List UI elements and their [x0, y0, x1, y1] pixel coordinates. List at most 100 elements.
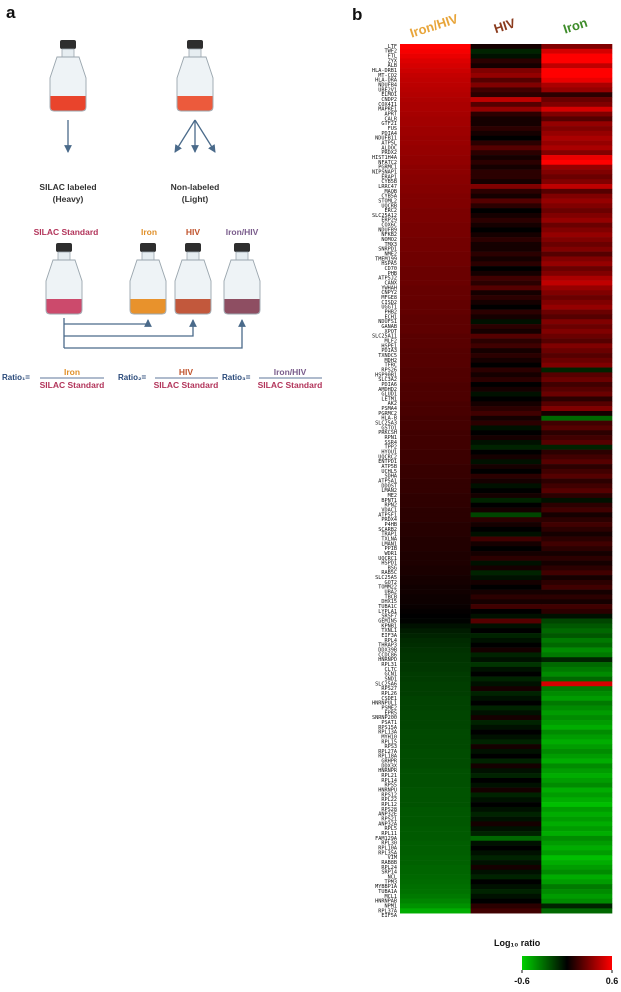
heatmap-cell [541, 353, 613, 359]
heatmap-cell [541, 377, 613, 383]
heatmap-cell [541, 613, 613, 619]
condition-label: HIV [186, 227, 201, 237]
row-label: MT-CO2 [378, 73, 397, 79]
heatmap-cell [541, 121, 613, 127]
heatmap-cell [400, 560, 471, 566]
row-label: ATP5A1 [378, 479, 397, 485]
heatmap-cell [541, 217, 613, 223]
row-label: UGGT1 [381, 305, 397, 311]
heatmap-cell [400, 246, 471, 252]
heatmap-cell [400, 251, 471, 257]
heatmap-cell [470, 266, 542, 272]
heatmap-cell [470, 290, 542, 296]
heatmap-cell [400, 676, 471, 682]
heatmap-cell [541, 483, 613, 489]
row-label: MYH10 [381, 734, 397, 740]
heatmap-cell [470, 97, 542, 103]
heatmap-cell [400, 261, 471, 267]
connector [64, 319, 197, 337]
heatmap-cell [541, 106, 613, 112]
heatmap-cell [400, 874, 471, 880]
heatmap-cell [541, 227, 613, 233]
heatmap-cell [400, 275, 471, 281]
heatmap-cell [541, 203, 613, 209]
heatmap-cell [470, 343, 542, 349]
heatmap-cell [541, 382, 613, 388]
heatmap-cell [541, 420, 613, 426]
heatmap-cell [541, 555, 613, 561]
row-label: ERC2 [385, 208, 398, 214]
row-label: RPS26 [381, 367, 397, 373]
row-label: CCDC86 [378, 652, 397, 658]
heatmap-cell [470, 589, 542, 595]
row-label: ANP32E [378, 812, 397, 818]
heatmap-cell [541, 560, 613, 566]
row-label: HSP90B1 [375, 372, 397, 378]
heatmap-cell [400, 584, 471, 590]
heatmap-cell [470, 58, 542, 64]
row-label: RPL11 [381, 831, 397, 837]
heatmap-cell [400, 647, 471, 653]
heatmap-cell [541, 68, 613, 74]
heatmap-cell [541, 792, 613, 798]
heatmap-cell [400, 604, 471, 610]
heatmap-cell [400, 671, 471, 677]
heatmap-cell [470, 150, 542, 156]
heatmap-cell [470, 773, 542, 779]
heatmap-cell [541, 700, 613, 706]
row-label: PSAT1 [381, 720, 397, 726]
heatmap-cell [470, 198, 542, 204]
row-label: RAB5C [381, 570, 397, 576]
row-label: RPL15 [381, 739, 397, 745]
heatmap-cell [541, 662, 613, 668]
row-label: RPL35A [378, 850, 398, 856]
heatmap-cell [470, 299, 542, 306]
row-label: TUBA1A [378, 889, 398, 895]
heatmap-cell [541, 517, 613, 523]
row-label: COX6C [381, 223, 397, 229]
row-label: SLC25A11 [372, 334, 397, 340]
heatmap-cell [470, 116, 542, 122]
heatmap-cell [400, 777, 471, 784]
heatmap-cell [400, 309, 471, 315]
row-label: FAM129A [375, 836, 398, 842]
heatmap-cell [541, 729, 613, 735]
heavy-label: SILAC labeled [39, 182, 96, 192]
heatmap-cell [400, 628, 471, 634]
heatmap-cell [541, 285, 613, 291]
heatmap-cell [470, 676, 542, 682]
heatmap-cell [400, 502, 471, 508]
heatmap-cell [541, 748, 613, 755]
heatmap-cell [470, 898, 542, 904]
row-label: PRDX4 [381, 517, 397, 523]
row-label: MDH2 [385, 358, 398, 364]
heatmap-cell [470, 353, 542, 359]
heatmap-cell [541, 280, 613, 286]
heavy-label: (Heavy) [53, 194, 84, 204]
condition-label: Iron [141, 227, 157, 237]
heatmap-cell [541, 478, 613, 484]
heatmap-cell [541, 208, 613, 214]
heatmap-cell [400, 130, 471, 137]
heatmap-cell [541, 314, 613, 320]
connector [64, 319, 246, 349]
panel-label: b [352, 5, 362, 24]
heatmap-cell [470, 135, 542, 141]
row-label: PPIB [385, 546, 398, 552]
heatmap-cell [400, 48, 471, 54]
row-label: RPS3 [385, 744, 398, 750]
heatmap-cell [541, 802, 613, 808]
heatmap-cell [541, 705, 613, 711]
heatmap-cell [470, 232, 542, 238]
heatmap-cell [470, 208, 542, 214]
heatmap-cell [470, 642, 542, 648]
heatmap-cell [541, 193, 613, 199]
heatmap-cell [541, 92, 613, 98]
heatmap-cell [470, 884, 542, 890]
heatmap-cell [470, 164, 542, 170]
row-label: CYB5B [381, 179, 397, 185]
heatmap-cell [470, 415, 542, 421]
heatmap-cell [470, 497, 542, 504]
heatmap-cell [470, 628, 542, 634]
